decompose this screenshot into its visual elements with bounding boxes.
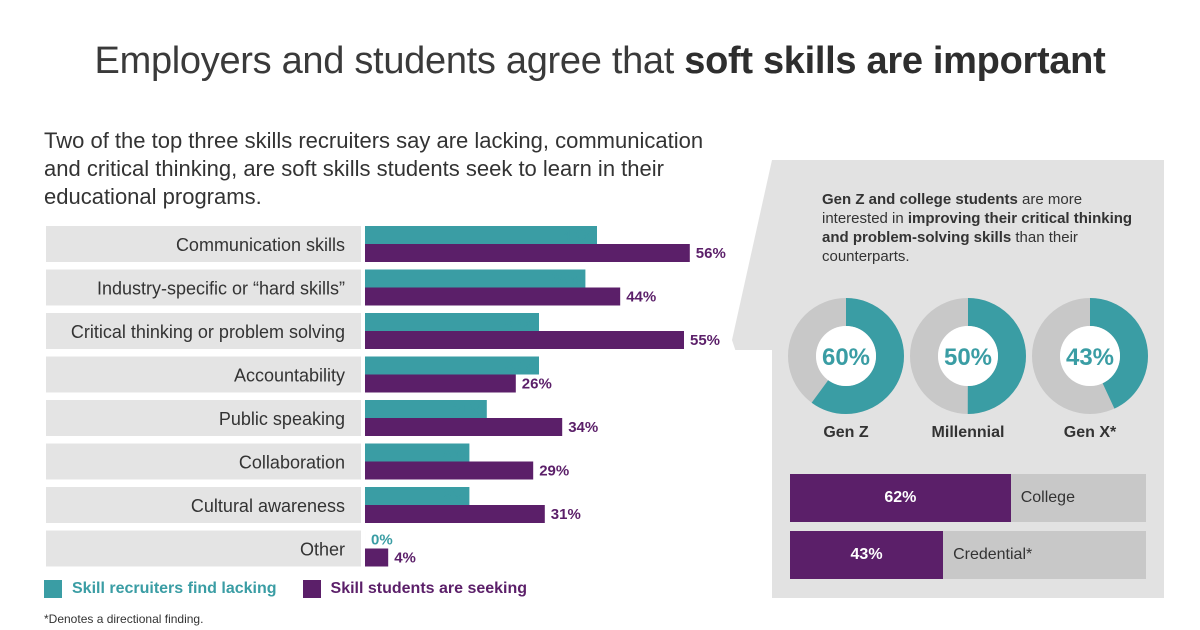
value-label-recruiters: 21% xyxy=(453,401,483,418)
panel-text-bold-2: improving their critical thinking and pr… xyxy=(822,210,1133,246)
donut-chart: 60% xyxy=(788,298,904,414)
education-bar-label: College xyxy=(1020,489,1075,506)
category-label-bg xyxy=(46,313,361,349)
panel-text-normal-2: than their counterparts. xyxy=(822,229,1078,265)
category-label-bg xyxy=(46,487,361,523)
donut-arc xyxy=(910,298,1026,414)
education-bar-label: Credential* xyxy=(953,546,1033,563)
category-label-bg xyxy=(46,400,361,436)
category-label-bg xyxy=(46,226,361,262)
legend-item-students: Skill students are seeking xyxy=(302,580,528,598)
category-label: Public speaking xyxy=(219,409,345,429)
bar-recruiters xyxy=(365,313,539,331)
chart-legend: Skill recruiters find lacking Skill stud… xyxy=(44,580,553,598)
category-label-bg xyxy=(46,443,361,480)
value-label-students: 34% xyxy=(568,419,598,436)
legend-item-recruiters: Skill recruiters find lacking xyxy=(44,580,277,598)
value-label-students: 55% xyxy=(690,332,720,349)
donut-hole xyxy=(816,326,876,386)
value-label-recruiters: 18% xyxy=(435,445,465,462)
legend-swatch-teal xyxy=(44,580,62,598)
category-label: Accountability xyxy=(234,366,345,386)
legend-label-students: Skill students are seeking xyxy=(330,580,528,597)
category-label: Other xyxy=(300,540,345,560)
bar-recruiters xyxy=(365,269,586,288)
bar-recruiters xyxy=(365,487,470,505)
value-label-recruiters: 18% xyxy=(435,488,465,505)
value-label-students: 56% xyxy=(696,245,726,262)
footnote: *Denotes a directional finding. xyxy=(44,612,204,626)
donut-label: Millennial xyxy=(931,424,1005,441)
bar-students xyxy=(365,331,684,349)
panel-text: Gen Z and college students are more inte… xyxy=(822,190,1142,266)
page-title: Employers and students agree that soft s… xyxy=(0,40,1200,83)
donut-label: Gen X* xyxy=(1063,424,1117,441)
donut-arc xyxy=(788,298,904,414)
category-label: Industry-specific or “hard skills” xyxy=(97,279,345,299)
value-label-students: 26% xyxy=(522,376,552,393)
callout-pointer xyxy=(732,160,772,350)
value-label-students: 29% xyxy=(539,463,569,480)
donut-value: 43% xyxy=(1066,344,1114,371)
bar-students xyxy=(365,461,534,480)
bar-students xyxy=(365,287,621,306)
donut-label: Gen Z xyxy=(823,424,869,441)
category-label-bg xyxy=(46,530,361,567)
panel-text-bold-1: Gen Z and college students xyxy=(822,191,1018,208)
value-label-recruiters: 0% xyxy=(371,532,393,549)
bar-students xyxy=(365,244,690,262)
title-bold: soft skills are important xyxy=(684,40,1106,82)
donut-value: 50% xyxy=(944,344,992,371)
bar-students xyxy=(365,418,563,436)
bar-recruiters xyxy=(365,443,470,462)
bar-students xyxy=(365,374,516,393)
value-label-recruiters: 38% xyxy=(551,271,581,288)
bar-recruiters xyxy=(365,400,487,418)
category-label-bg xyxy=(46,269,361,306)
donut-arc xyxy=(1032,298,1148,414)
donut-hole xyxy=(938,326,998,386)
value-label-students: 44% xyxy=(626,289,656,306)
donut-chart: 50% xyxy=(910,298,1026,414)
category-label-bg xyxy=(46,356,361,393)
skills-bar-chart: Communication skills 40% 56% Industry-speci… xyxy=(46,226,726,567)
bar-students xyxy=(365,548,389,567)
category-label: Communication skills xyxy=(176,235,345,255)
bar-students xyxy=(365,505,545,523)
bar-recruiters xyxy=(365,226,597,244)
category-label: Collaboration xyxy=(239,453,345,473)
value-label-students: 31% xyxy=(551,506,581,523)
value-label-recruiters: 40% xyxy=(563,227,593,244)
value-label-students: 4% xyxy=(394,550,416,567)
education-bar-row: 43% Credential* xyxy=(790,531,1146,579)
bar-recruiters xyxy=(365,356,539,375)
donut-chart: 43% xyxy=(1032,298,1148,414)
panel-text-normal-1: are more interested in xyxy=(822,191,1083,227)
category-label: Critical thinking or problem solving xyxy=(71,322,345,342)
category-label: Cultural awareness xyxy=(191,496,345,516)
education-bar-fill: 62% xyxy=(790,474,1011,522)
value-label-recruiters: 30% xyxy=(505,358,535,375)
donut-hole xyxy=(1060,326,1120,386)
education-bar-row: 62% College xyxy=(790,474,1146,522)
subtitle: Two of the top three skills recruiters s… xyxy=(44,128,704,209)
value-label-recruiters: 30% xyxy=(505,314,535,331)
legend-swatch-purple xyxy=(302,580,321,598)
title-normal: Employers and students agree that xyxy=(94,40,675,82)
education-bar-fill: 43% xyxy=(790,531,944,579)
legend-label-recruiters: Skill recruiters find lacking xyxy=(72,580,277,597)
donut-value: 60% xyxy=(822,344,870,371)
